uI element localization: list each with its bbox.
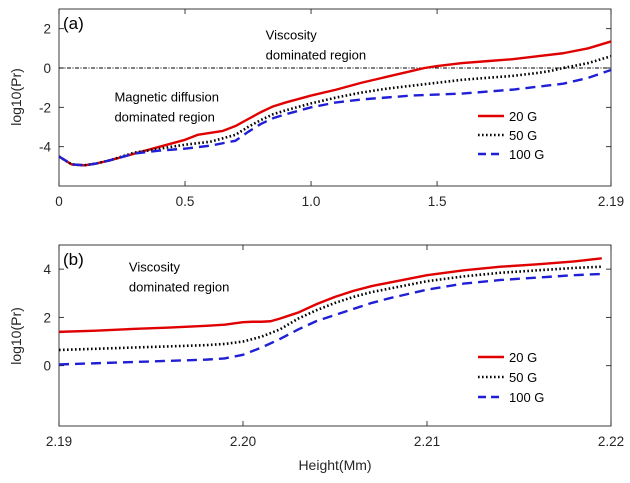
annotation-text: Viscosity (266, 27, 318, 42)
chart-panel-b: 2.19 2.20 2.21 2.22 0 2 4 (b) Viscosity dominated… (8, 244, 624, 473)
plot-frame (58, 8, 612, 187)
x-axis-label: Height(Mm) (298, 457, 371, 473)
x-tick-label: 1.5 (428, 194, 447, 209)
series-line-20g (59, 257, 602, 334)
legend-label: 20 G (509, 109, 537, 124)
panel-label: (a) (63, 14, 84, 33)
x-tick-label: 0 (55, 194, 63, 209)
legend-label: 20 G (509, 350, 537, 365)
panel-label: (b) (63, 250, 84, 269)
legend-label: 50 G (509, 128, 537, 143)
annotation-text: Viscosity (129, 260, 181, 275)
y-tick-label: 2 (43, 310, 51, 325)
y-tick-label: 2 (43, 22, 51, 37)
annotation-text: dominated region (129, 280, 229, 295)
chart-panel-a: 0 0.5 1.0 1.5 2.19 -4 -2 0 2 (a) Viscosity dominate… (8, 8, 624, 209)
annotation-text: Magnetic diffusion (114, 89, 219, 104)
series-line-50g (59, 265, 602, 352)
y-tick-label: 0 (43, 359, 51, 374)
y-tick-label: -4 (39, 140, 51, 155)
y-tick-label: 4 (43, 262, 51, 277)
y-axis-label: log10(Pr) (8, 307, 24, 365)
plot-frame (58, 244, 612, 427)
x-tick-label: 2.19 (598, 194, 624, 209)
annotation-text: dominated region (114, 109, 214, 124)
series-line-100g (59, 272, 602, 366)
y-tick-label: -2 (39, 100, 51, 115)
annotation-text: dominated region (266, 47, 366, 62)
y-axis-label: log10(Pr) (8, 68, 24, 126)
x-tick-label: 2.20 (230, 434, 256, 449)
x-tick-label: 2.22 (598, 434, 624, 449)
y-tick-label: 0 (43, 61, 51, 76)
legend-label: 50 G (509, 370, 537, 385)
x-tick-label: 1.0 (302, 194, 321, 209)
x-tick-label: 2.21 (414, 434, 440, 449)
legend-label: 100 G (509, 147, 544, 162)
series-line-50g (59, 54, 611, 167)
x-tick-label: 2.19 (46, 434, 72, 449)
legend-label: 100 G (509, 390, 544, 405)
x-tick-label: 0.5 (176, 194, 195, 209)
